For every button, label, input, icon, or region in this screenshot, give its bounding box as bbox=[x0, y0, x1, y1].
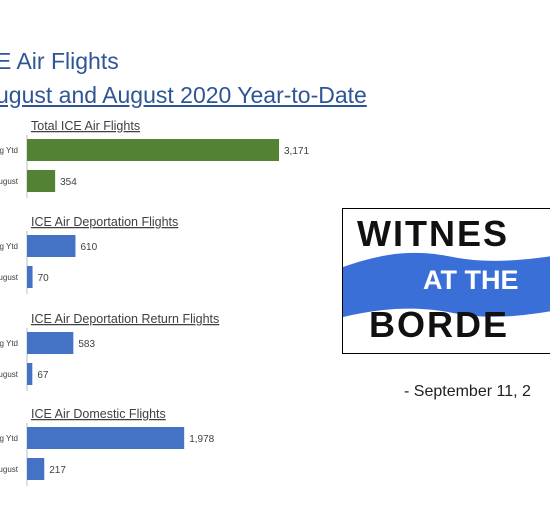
data-label: 354 bbox=[60, 177, 77, 188]
chart-title: ICE Air Deportation Return Flights bbox=[31, 312, 219, 326]
bar bbox=[27, 332, 74, 354]
bar bbox=[27, 235, 76, 257]
logo-wave-graphic bbox=[343, 252, 550, 317]
date-line: - September 11, 2 bbox=[404, 383, 531, 400]
category-label: ugust bbox=[0, 465, 19, 474]
data-label: 3,171 bbox=[284, 146, 309, 157]
logo-text-line1: WITNES bbox=[357, 213, 509, 254]
data-label: 583 bbox=[78, 339, 95, 350]
category-label: g Ytd bbox=[0, 242, 18, 251]
bar bbox=[27, 266, 33, 288]
data-label: 1,978 bbox=[189, 434, 214, 445]
logo-text-line2: AT THE bbox=[423, 265, 519, 295]
witness-at-the-border-logo: WITNES AT THE BORDE bbox=[342, 208, 550, 354]
bar bbox=[27, 170, 56, 192]
category-label: g Ytd bbox=[0, 339, 18, 348]
bar bbox=[27, 458, 45, 480]
category-label: g Ytd bbox=[0, 146, 18, 155]
data-label: 70 bbox=[38, 273, 50, 284]
data-label: 610 bbox=[80, 242, 97, 253]
data-label: 217 bbox=[49, 465, 66, 476]
chart-title: ICE Air Domestic Flights bbox=[31, 407, 166, 421]
logo-text-line3: BORDE bbox=[369, 304, 510, 345]
bar bbox=[27, 363, 33, 385]
chart-title: Total ICE Air Flights bbox=[31, 119, 140, 133]
category-label: ugust bbox=[0, 177, 19, 186]
chart-title: ICE Air Deportation Flights bbox=[31, 215, 178, 229]
data-label: 67 bbox=[37, 370, 49, 381]
bar bbox=[27, 427, 185, 449]
category-label: g Ytd bbox=[0, 434, 18, 443]
category-label: ugust bbox=[0, 273, 19, 282]
page-subtitle: ugust and August 2020 Year-to-Date bbox=[0, 82, 367, 108]
bar bbox=[27, 139, 279, 161]
page-title: E Air Flights bbox=[0, 48, 119, 74]
category-label: ugust bbox=[0, 370, 19, 379]
